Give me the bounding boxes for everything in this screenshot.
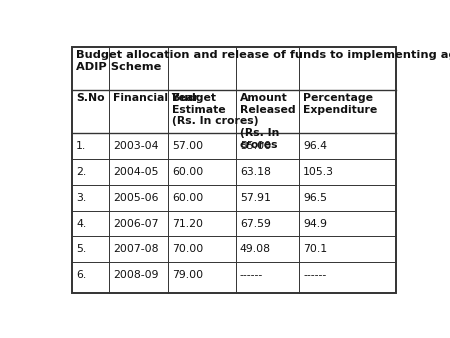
Text: Budget allocation and release of funds to implementing agencies under
ADIP Schem: Budget allocation and release of funds t… bbox=[76, 50, 450, 72]
Text: 2008-09: 2008-09 bbox=[113, 270, 159, 280]
Text: 57.91: 57.91 bbox=[240, 193, 271, 203]
Text: 2004-05: 2004-05 bbox=[113, 167, 159, 177]
Text: 1.: 1. bbox=[76, 141, 86, 151]
Text: 2.: 2. bbox=[76, 167, 86, 177]
Text: 63.18: 63.18 bbox=[240, 167, 271, 177]
Text: 5.: 5. bbox=[76, 244, 86, 255]
Text: Percentage
Expenditure: Percentage Expenditure bbox=[303, 93, 378, 115]
Text: ------: ------ bbox=[240, 270, 263, 280]
Text: 96.5: 96.5 bbox=[303, 193, 327, 203]
Text: 70.00: 70.00 bbox=[172, 244, 203, 255]
Text: 2005-06: 2005-06 bbox=[113, 193, 159, 203]
Text: 2003-04: 2003-04 bbox=[113, 141, 159, 151]
Text: 60.00: 60.00 bbox=[172, 167, 203, 177]
Text: 105.3: 105.3 bbox=[303, 167, 334, 177]
Text: 60.00: 60.00 bbox=[172, 193, 203, 203]
Text: 49.08: 49.08 bbox=[240, 244, 271, 255]
Text: 6.: 6. bbox=[76, 270, 86, 280]
Text: 55.00: 55.00 bbox=[240, 141, 271, 151]
Text: 2007-08: 2007-08 bbox=[113, 244, 159, 255]
Text: 2006-07: 2006-07 bbox=[113, 219, 159, 228]
Text: Amount
Released

(Rs. In
crores: Amount Released (Rs. In crores bbox=[240, 93, 296, 150]
Text: 67.59: 67.59 bbox=[240, 219, 271, 228]
Text: 71.20: 71.20 bbox=[172, 219, 203, 228]
Text: 3.: 3. bbox=[76, 193, 86, 203]
Text: 79.00: 79.00 bbox=[172, 270, 203, 280]
Text: ------: ------ bbox=[303, 270, 326, 280]
Text: 70.1: 70.1 bbox=[303, 244, 327, 255]
Text: Financial Year: Financial Year bbox=[113, 93, 199, 103]
Text: 94.9: 94.9 bbox=[303, 219, 327, 228]
Text: 96.4: 96.4 bbox=[303, 141, 327, 151]
Text: Budget
Estimate
(Rs. In crores): Budget Estimate (Rs. In crores) bbox=[172, 93, 258, 126]
Text: 57.00: 57.00 bbox=[172, 141, 203, 151]
Text: S.No: S.No bbox=[76, 93, 105, 103]
Text: 4.: 4. bbox=[76, 219, 86, 228]
